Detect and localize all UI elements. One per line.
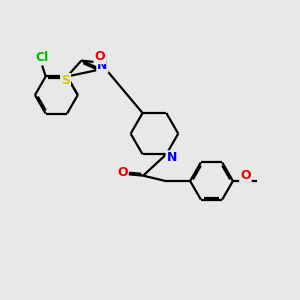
Text: N: N	[97, 59, 108, 72]
Text: O: O	[94, 50, 105, 63]
Text: N: N	[167, 151, 177, 164]
Text: O: O	[117, 166, 128, 179]
Text: Cl: Cl	[35, 51, 49, 64]
Text: S: S	[61, 74, 70, 87]
Text: O: O	[240, 169, 251, 182]
